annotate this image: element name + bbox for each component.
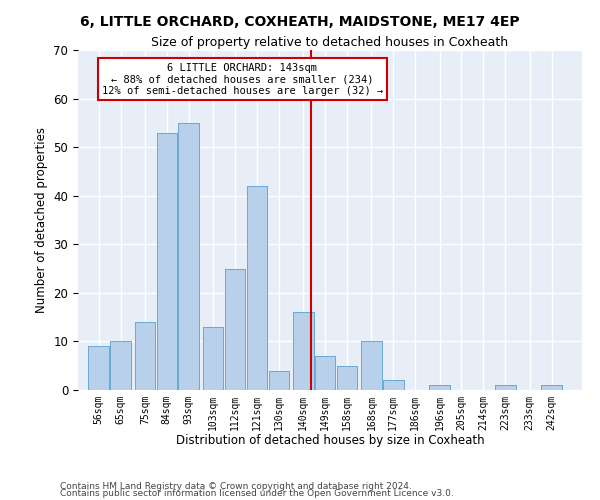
Bar xyxy=(247,186,268,390)
Y-axis label: Number of detached properties: Number of detached properties xyxy=(35,127,48,313)
Bar xyxy=(293,312,314,390)
Bar xyxy=(178,123,199,390)
Bar xyxy=(269,370,289,390)
Bar xyxy=(361,342,382,390)
Bar xyxy=(337,366,358,390)
Bar xyxy=(157,132,177,390)
Bar xyxy=(178,123,199,390)
Bar xyxy=(383,380,404,390)
Bar xyxy=(361,342,382,390)
Bar xyxy=(203,327,223,390)
Bar xyxy=(337,366,358,390)
Bar xyxy=(203,327,223,390)
Bar xyxy=(293,312,314,390)
Bar xyxy=(495,385,515,390)
Bar xyxy=(495,385,515,390)
Bar xyxy=(88,346,109,390)
Text: 6 LITTLE ORCHARD: 143sqm
← 88% of detached houses are smaller (234)
12% of semi-: 6 LITTLE ORCHARD: 143sqm ← 88% of detach… xyxy=(102,62,383,96)
Bar xyxy=(224,268,245,390)
Bar xyxy=(110,342,131,390)
Bar xyxy=(157,132,177,390)
Bar xyxy=(541,385,562,390)
Title: Size of property relative to detached houses in Coxheath: Size of property relative to detached ho… xyxy=(151,36,509,49)
Bar xyxy=(429,385,450,390)
Text: Contains HM Land Registry data © Crown copyright and database right 2024.: Contains HM Land Registry data © Crown c… xyxy=(60,482,412,491)
Bar xyxy=(269,370,289,390)
X-axis label: Distribution of detached houses by size in Coxheath: Distribution of detached houses by size … xyxy=(176,434,484,448)
Bar xyxy=(383,380,404,390)
Bar xyxy=(134,322,155,390)
Bar xyxy=(134,322,155,390)
Bar xyxy=(541,385,562,390)
Bar xyxy=(247,186,268,390)
Bar xyxy=(110,342,131,390)
Bar xyxy=(429,385,450,390)
Text: 6, LITTLE ORCHARD, COXHEATH, MAIDSTONE, ME17 4EP: 6, LITTLE ORCHARD, COXHEATH, MAIDSTONE, … xyxy=(80,15,520,29)
Bar xyxy=(88,346,109,390)
Bar xyxy=(224,268,245,390)
Bar xyxy=(315,356,335,390)
Bar xyxy=(315,356,335,390)
Text: Contains public sector information licensed under the Open Government Licence v3: Contains public sector information licen… xyxy=(60,490,454,498)
